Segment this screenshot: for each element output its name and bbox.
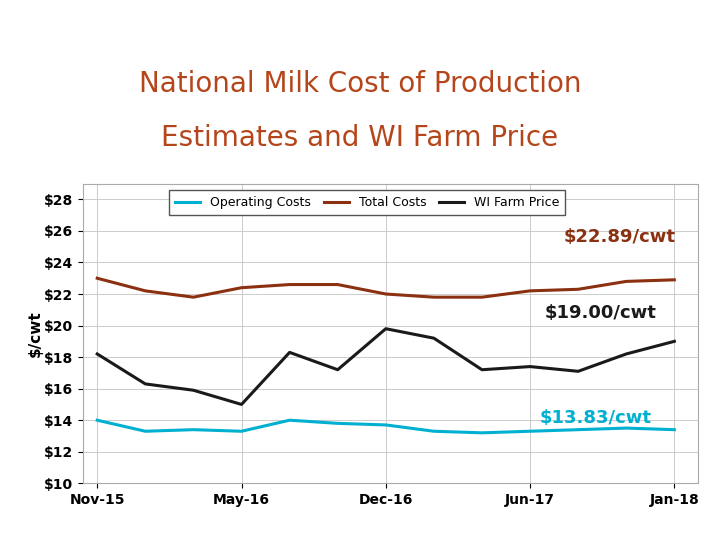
Text: $19.00/cwt: $19.00/cwt <box>544 303 657 322</box>
Text: 2018 Wisconsin Agriculture Outlook Forum: 2018 Wisconsin Agriculture Outlook Forum <box>233 8 487 21</box>
Text: National Milk Cost of Production: National Milk Cost of Production <box>139 70 581 98</box>
Legend: Operating Costs, Total Costs, WI Farm Price: Operating Costs, Total Costs, WI Farm Pr… <box>169 190 565 215</box>
Y-axis label: $/cwt: $/cwt <box>27 310 42 357</box>
Text: $13.83/cwt: $13.83/cwt <box>540 409 652 427</box>
Text: Estimates and WI Farm Price: Estimates and WI Farm Price <box>161 124 559 152</box>
Text: $22.89/cwt: $22.89/cwt <box>564 228 676 246</box>
